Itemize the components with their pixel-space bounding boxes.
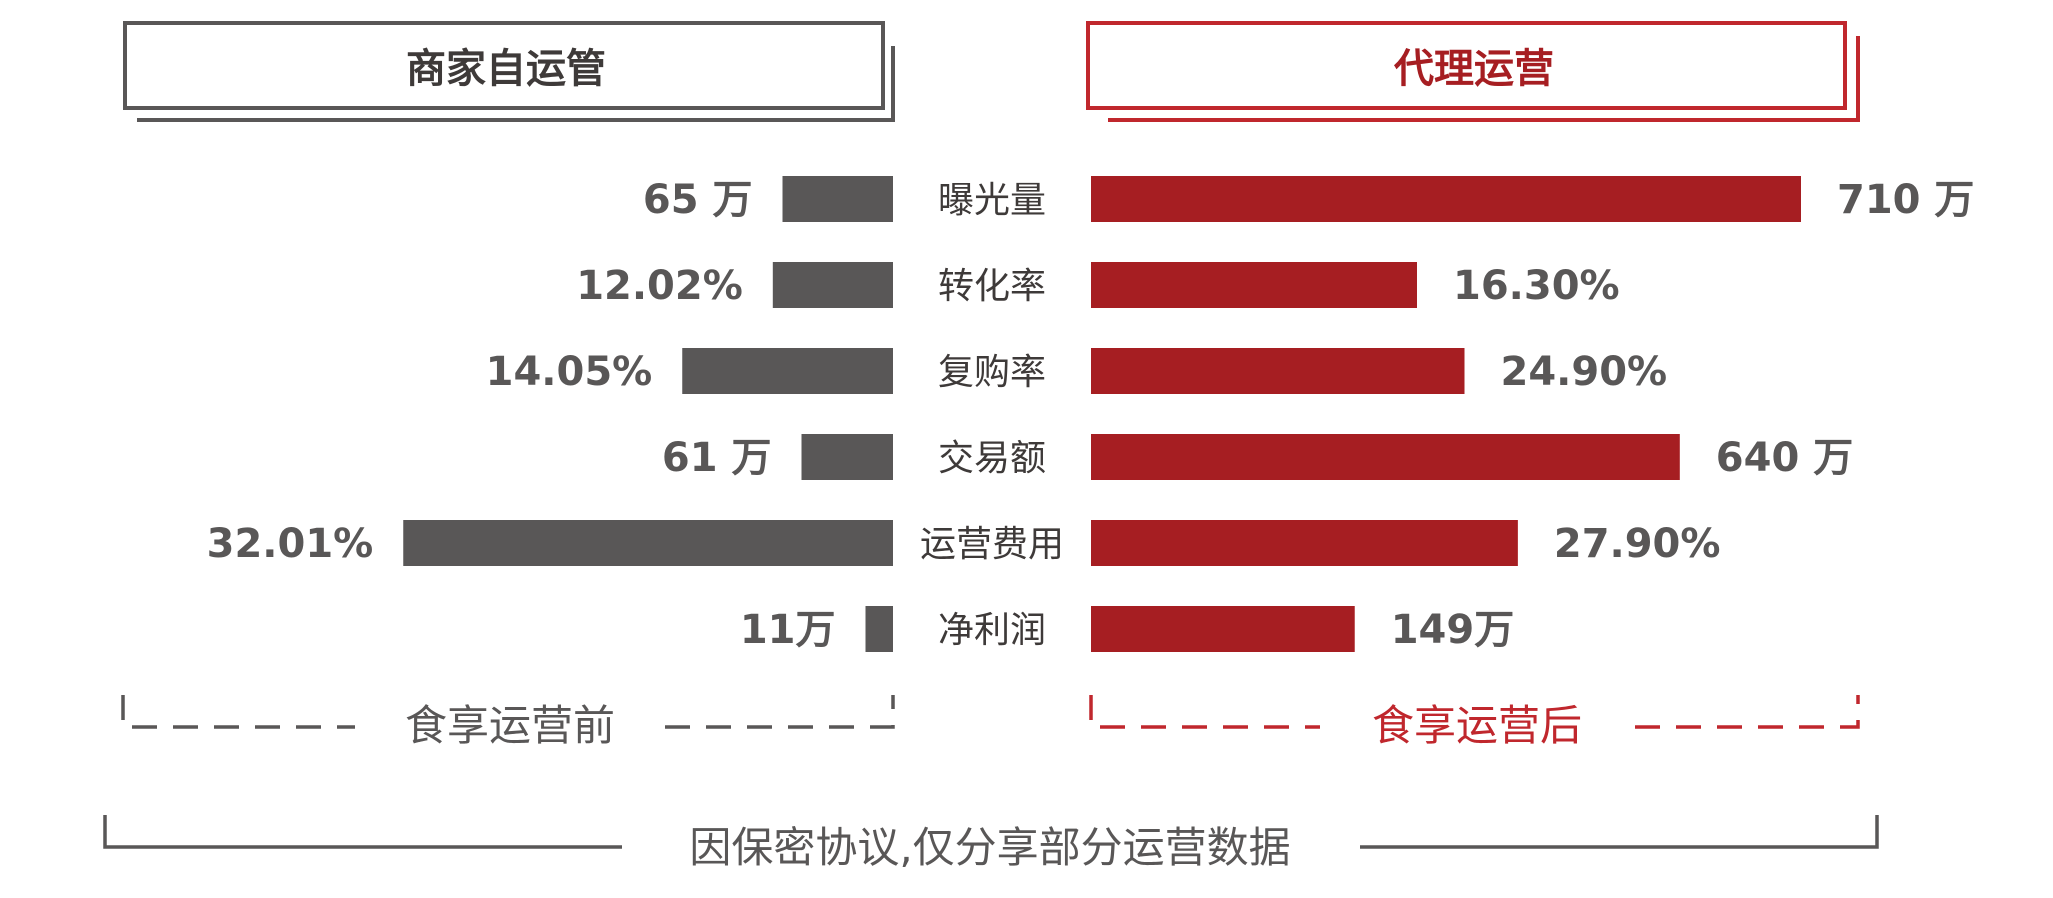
category-label: 转化率 [938, 266, 1046, 307]
bar-right-0 [1091, 176, 1801, 222]
value-label-left: 11万 [740, 607, 836, 653]
value-label-left: 14.05% [486, 349, 653, 395]
value-label-right: 27.90% [1554, 521, 1721, 567]
left-bracket: 食享运营前 [121, 695, 895, 750]
bar-left-4 [403, 520, 893, 566]
category-label: 复购率 [938, 352, 1046, 393]
bar-left-3 [801, 434, 893, 480]
bar-left-0 [782, 176, 893, 222]
footnote-text: 因保密协议,仅分享部分运营数据 [689, 823, 1290, 872]
bar-left-5 [865, 606, 893, 652]
value-label-right: 16.30% [1453, 263, 1620, 309]
right-header: 代理运营 [1086, 21, 1860, 122]
bar-right-1 [1091, 262, 1417, 308]
category-label: 运营费用 [920, 524, 1064, 565]
right-bracket: 食享运营后 [1089, 695, 1860, 750]
left-bracket-label: 食享运营前 [405, 701, 615, 750]
bar-left-1 [772, 262, 893, 308]
value-label-left: 65 万 [643, 177, 753, 223]
right-bracket-label: 食享运营后 [1372, 701, 1582, 750]
bar-left-2 [682, 348, 893, 394]
left-header-label: 商家自运管 [406, 46, 606, 92]
category-label: 交易额 [938, 438, 1046, 479]
value-label-left: 32.01% [207, 521, 374, 567]
bar-right-2 [1091, 348, 1465, 394]
value-label-right: 24.90% [1501, 349, 1668, 395]
value-label-left: 61 万 [662, 435, 772, 481]
bar-right-5 [1091, 606, 1355, 652]
value-label-right: 710 万 [1837, 177, 1974, 223]
bar-right-3 [1091, 434, 1680, 480]
left-header: 商家自运管 [123, 21, 895, 122]
category-label: 净利润 [938, 610, 1046, 651]
value-label-right: 149万 [1391, 607, 1515, 653]
category-label: 曝光量 [938, 180, 1046, 221]
right-header-label: 代理运营 [1393, 46, 1554, 92]
value-label-right: 640 万 [1716, 435, 1853, 481]
footnote: 因保密协议,仅分享部分运营数据 [103, 815, 1879, 872]
value-label-left: 12.02% [576, 263, 743, 309]
bar-right-4 [1091, 520, 1518, 566]
